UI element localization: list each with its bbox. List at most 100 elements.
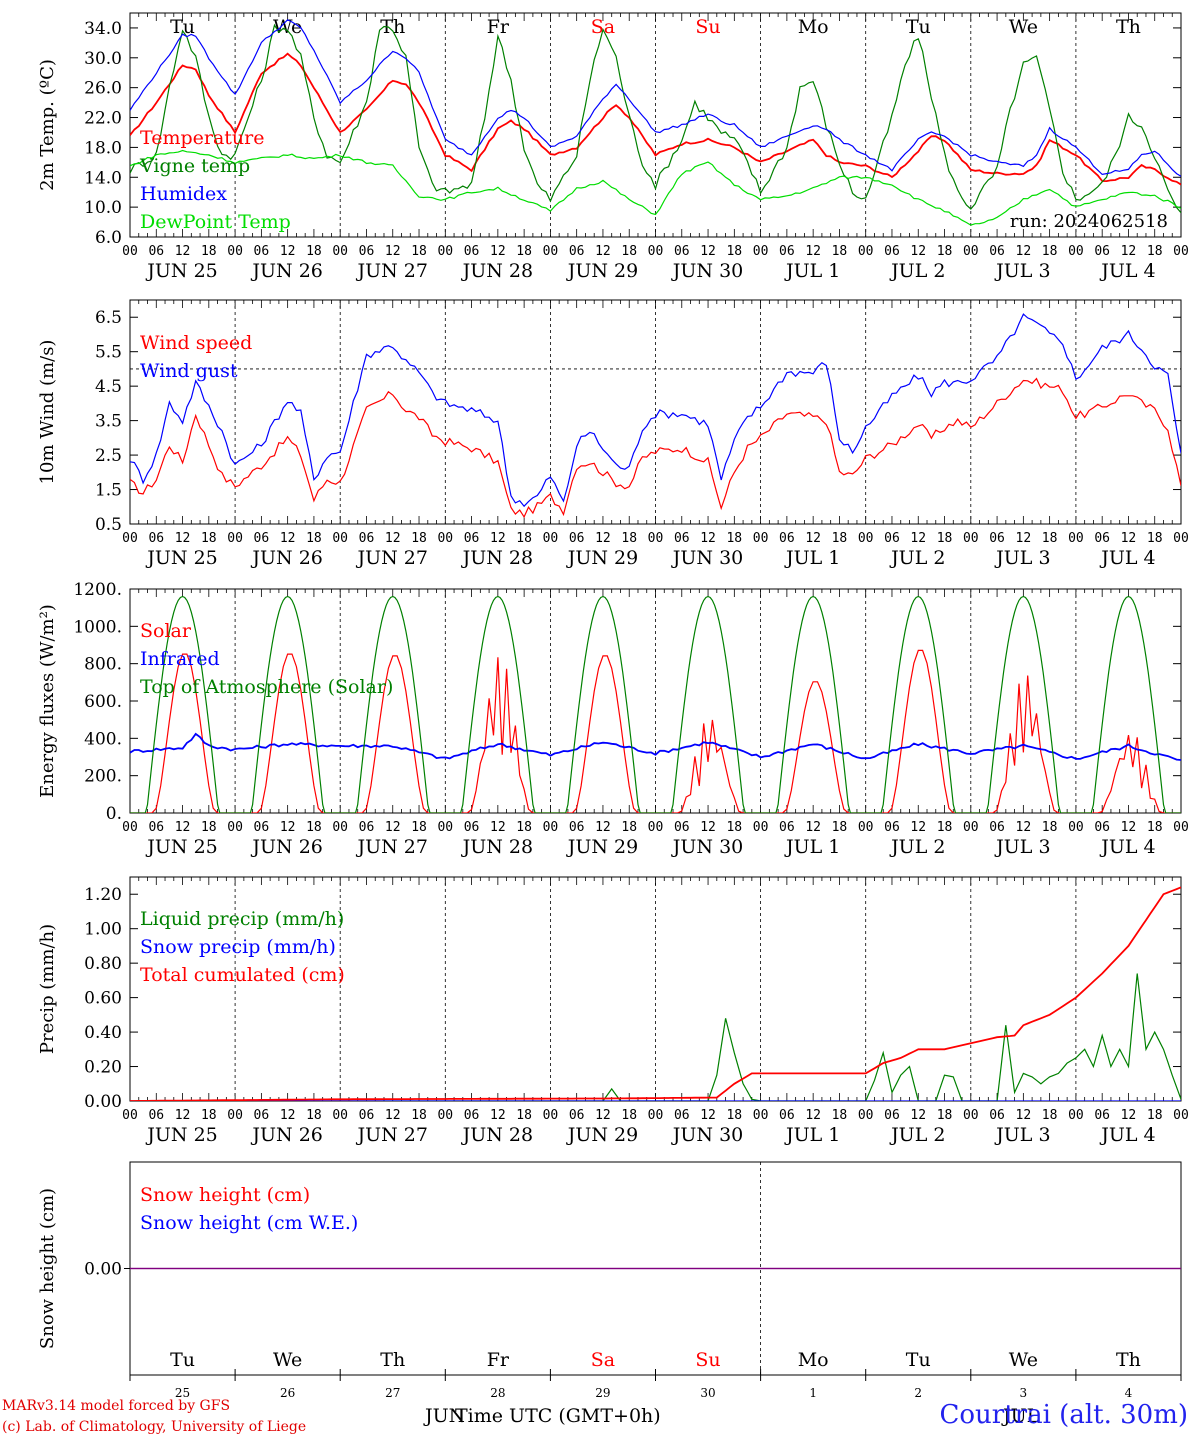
date-label: JUN 27 — [356, 260, 428, 282]
hour-tick-label: 06 — [989, 820, 1005, 835]
hour-tick-label: 00 — [122, 1108, 138, 1123]
hour-tick-label: 00 — [122, 244, 138, 259]
date-label: JUN 27 — [356, 547, 428, 569]
date-label: JUN 29 — [566, 1124, 638, 1146]
hour-tick-label: 12 — [175, 244, 191, 259]
hour-tick-label: 06 — [989, 244, 1005, 259]
y-tick-label: 800. — [84, 655, 122, 675]
hour-tick-label: 18 — [516, 820, 532, 835]
hour-tick-label: 00 — [648, 1108, 664, 1123]
legend-entry: Temperature — [140, 127, 264, 149]
data-layer — [130, 19, 1181, 226]
hour-tick-label: 18 — [726, 244, 742, 259]
y-tick-label: 14.0 — [84, 168, 122, 188]
date-label: JUL 3 — [994, 836, 1050, 858]
data-layer — [130, 313, 1181, 519]
hour-tick-label: 06 — [779, 1108, 795, 1123]
weekday-label: Th — [380, 1349, 405, 1371]
hour-tick-label: 00 — [227, 1108, 243, 1123]
hour-tick-label: 12 — [1016, 244, 1032, 259]
panel-temp: 00 06 12 18 00 06 12 18 00 06 12 18 00 06 12 18 00 06 12 18… — [37, 12, 1189, 282]
date-label: JUN 25 — [145, 260, 217, 282]
hour-tick-label: 00 — [543, 1108, 559, 1123]
hour-tick-label: 18 — [1042, 244, 1058, 259]
weekday-label: We — [1009, 16, 1038, 38]
series-line-wind-speed — [130, 377, 1181, 519]
hour-tick-label: 00 — [1173, 531, 1189, 546]
y-axis-label: Energy fluxes (W/m²) — [37, 604, 58, 798]
hour-tick-label: 18 — [201, 1108, 217, 1123]
hour-tick-label: 00 — [753, 1108, 769, 1123]
date-label: JUN 27 — [356, 836, 428, 858]
legend-entry: Total cumulated (cm) — [140, 964, 345, 986]
y-tick-label: 18.0 — [84, 138, 122, 158]
credit-lab: (c) Lab. of Climatology, University of L… — [2, 1419, 307, 1435]
panel-frame — [129, 588, 1182, 814]
series-line-temperature — [130, 52, 1181, 186]
legend-entry: Vigne temp — [139, 155, 250, 177]
date-label: JUL 2 — [889, 836, 945, 858]
date-label: JUN 26 — [250, 836, 322, 858]
hour-tick-label: 00 — [1173, 1108, 1189, 1123]
hour-tick-label: 00 — [543, 244, 559, 259]
date-label: JUL 2 — [889, 1124, 945, 1146]
weekday-label: Su — [695, 16, 720, 38]
legend-entry: Infrared — [140, 648, 220, 670]
hour-tick-label: 12 — [595, 1108, 611, 1123]
y-tick-label: 0.00 — [84, 1260, 122, 1280]
hour-tick-label: 18 — [937, 1108, 953, 1123]
day-number-label: 30 — [700, 1386, 715, 1400]
weekday-label: Mo — [798, 16, 829, 38]
day-number-label: 1 — [809, 1386, 817, 1400]
hour-tick-label: 18 — [937, 820, 953, 835]
weekday-label: Mo — [798, 1349, 829, 1371]
weekday-label: Th — [380, 16, 405, 38]
day-number-label: 28 — [490, 1386, 505, 1400]
y-axis-label: 2m Temp. (ºC) — [37, 59, 58, 191]
hour-tick-label: 00 — [1068, 244, 1084, 259]
date-label: JUL 4 — [1099, 260, 1155, 282]
hour-tick-label: 06 — [1094, 531, 1110, 546]
hour-tick-label: 06 — [569, 1108, 585, 1123]
hour-tick-label: 12 — [595, 820, 611, 835]
hour-tick-label: 18 — [1147, 244, 1163, 259]
date-label: JUN 26 — [250, 260, 322, 282]
hour-tick-label: 18 — [621, 820, 637, 835]
hour-tick-label: 06 — [359, 820, 375, 835]
series-line-dewpoint-temp — [130, 149, 1181, 226]
y-tick-label: 6.5 — [95, 308, 122, 328]
date-label: JUN 28 — [461, 1124, 533, 1146]
hour-tick-label: 18 — [937, 531, 953, 546]
y-tick-label: 3.5 — [95, 412, 122, 432]
hour-tick-label: 06 — [359, 531, 375, 546]
hour-tick-label: 12 — [490, 244, 506, 259]
x-axis-caption: Time UTC (GMT+0h) — [455, 1405, 661, 1427]
day-number-label: 27 — [385, 1386, 400, 1400]
hour-tick-label: 00 — [227, 820, 243, 835]
date-label: JUL 4 — [1099, 836, 1155, 858]
panel-frame — [129, 12, 1182, 238]
hour-tick-label: 06 — [464, 531, 480, 546]
hour-tick-label: 00 — [437, 244, 453, 259]
date-label: JUN 30 — [671, 1124, 743, 1146]
hour-tick-label: 06 — [779, 531, 795, 546]
hour-tick-label: 00 — [332, 1108, 348, 1123]
hour-tick-label: 06 — [359, 244, 375, 259]
weekday-label: Su — [695, 1349, 720, 1371]
hour-tick-label: 06 — [1094, 1108, 1110, 1123]
hour-tick-label: 06 — [779, 820, 795, 835]
y-tick-label: 1.00 — [84, 920, 122, 940]
y-tick-label: 10.0 — [84, 198, 122, 218]
weekday-label: Sa — [591, 1349, 615, 1371]
date-label: JUN 29 — [566, 836, 638, 858]
hour-tick-label: 12 — [910, 1108, 926, 1123]
hour-tick-label: 06 — [569, 820, 585, 835]
hour-tick-label: 12 — [385, 244, 401, 259]
hour-tick-label: 12 — [1121, 244, 1137, 259]
hour-tick-label: 18 — [411, 1108, 427, 1123]
hour-tick-label: 00 — [122, 820, 138, 835]
hour-tick-label: 12 — [385, 531, 401, 546]
hour-tick-label: 12 — [1121, 531, 1137, 546]
hour-tick-label: 00 — [1173, 244, 1189, 259]
hour-tick-label: 00 — [437, 531, 453, 546]
